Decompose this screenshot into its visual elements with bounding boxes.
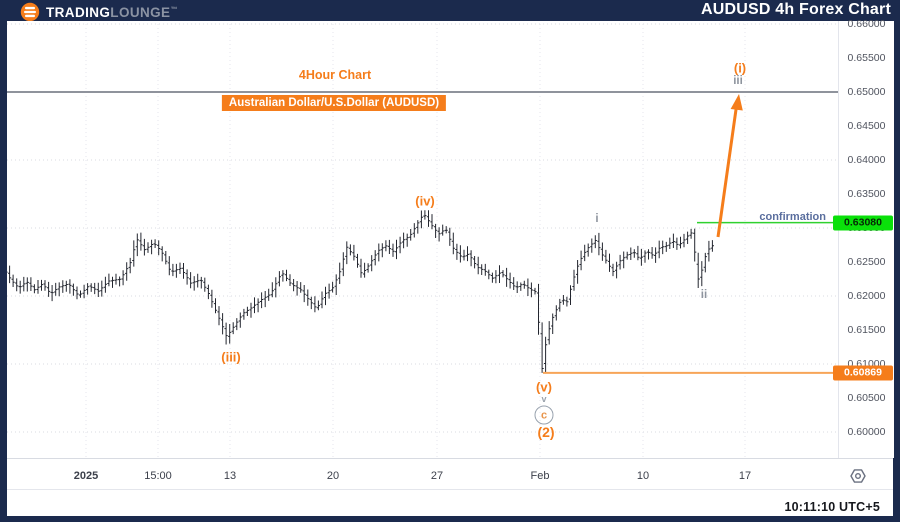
wave-label-iv: (iv): [415, 193, 435, 209]
price-tick: 0.61500: [847, 324, 886, 336]
wave-label-2: (2): [537, 424, 555, 440]
timeframe-label: 4Hour Chart: [298, 68, 372, 82]
wave-label-c: c: [534, 405, 554, 425]
time-axis[interactable]: 2025 15:00 13 20 27 Feb 10 17: [7, 458, 893, 490]
price-tick: 0.64500: [847, 120, 886, 132]
settings-gear-icon[interactable]: [849, 467, 867, 485]
price-label-orange: 0.60869: [833, 365, 893, 381]
time-tick: 17: [738, 470, 752, 482]
time-tick: 13: [223, 470, 237, 482]
brand-lounge: LOUNGE: [110, 4, 171, 20]
wave-label-i: i: [595, 213, 599, 225]
price-axis[interactable]: 0.66000 0.65500 0.65000 0.64500 0.64000 0.635…: [833, 18, 894, 458]
instrument-label-badge: Australian Dollar/U.S.Dollar (AUDUSD): [221, 95, 447, 111]
price-tick: 0.60000: [847, 426, 886, 438]
price-tick: 0.65000: [847, 86, 886, 98]
wave-label-iii: (iii): [221, 349, 241, 365]
price-tick: 0.65500: [847, 52, 886, 64]
brand-logo-icon: [20, 2, 40, 22]
status-bar: 10:11:10 UTC+5: [7, 489, 893, 516]
price-tick: 0.60500: [847, 392, 886, 404]
confirmation-label: confirmation: [759, 211, 826, 223]
chart-canvas[interactable]: [7, 21, 838, 458]
wave-label-iii: iii: [733, 75, 743, 87]
time-tick: 27: [430, 470, 444, 482]
time-tick: 10: [636, 470, 650, 482]
wave-label-v: v: [541, 394, 547, 404]
price-tick: 0.64000: [847, 154, 886, 166]
wave-label-v: (v): [536, 379, 552, 395]
top-bar: TRADINGLOUNGE™ AUDUSD 4h Forex Chart: [0, 0, 900, 24]
time-tick: 20: [326, 470, 340, 482]
time-tick: 2025: [73, 470, 99, 482]
clock-text: 10:11:10 UTC+5: [784, 500, 880, 514]
time-tick: Feb: [530, 470, 550, 482]
time-tick: 15:00: [144, 470, 172, 482]
price-tick: 0.63500: [847, 188, 886, 200]
brand-trading: TRADING: [46, 4, 111, 20]
brand-wordmark: TRADINGLOUNGE™: [46, 5, 178, 20]
price-label-green: 0.63080: [833, 215, 893, 231]
brand-trademark: ™: [170, 6, 178, 13]
wave-label-ii: ii: [700, 289, 708, 301]
brand-logo: TRADINGLOUNGE™: [20, 0, 178, 24]
page-title: AUDUSD 4h Forex Chart: [700, 1, 891, 18]
price-tick: 0.62500: [847, 256, 886, 268]
price-tick: 0.66000: [847, 18, 886, 30]
wave-label-i: (i): [733, 60, 747, 76]
price-tick: 0.62000: [847, 290, 886, 302]
